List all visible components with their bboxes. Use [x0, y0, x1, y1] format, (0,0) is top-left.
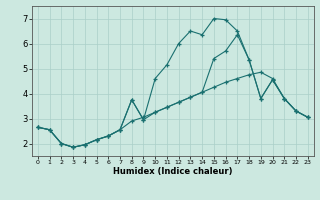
X-axis label: Humidex (Indice chaleur): Humidex (Indice chaleur): [113, 167, 233, 176]
